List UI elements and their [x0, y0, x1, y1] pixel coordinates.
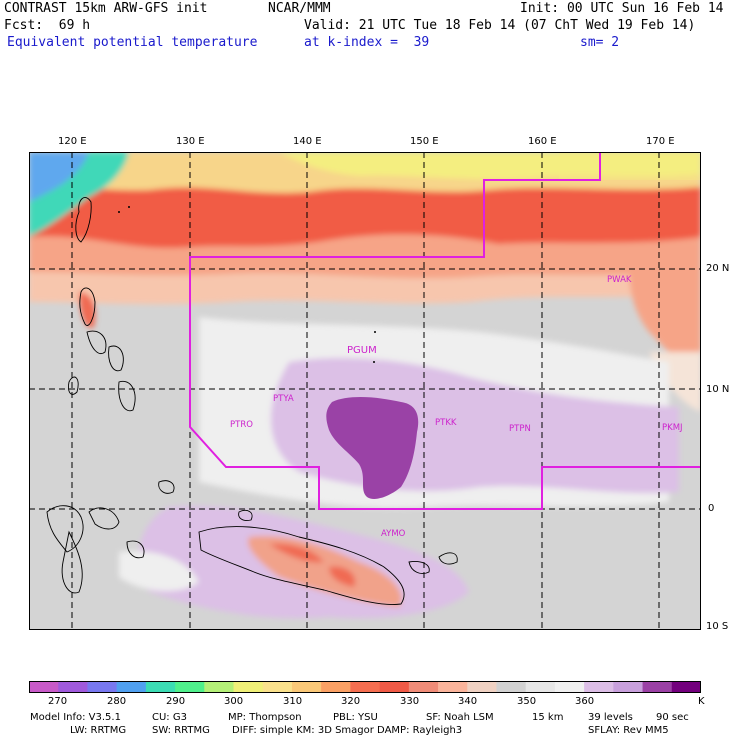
region-boundary: [189, 152, 701, 510]
colorbar-unit: K: [698, 696, 705, 707]
forecast-hour: Fcst: 69 h: [4, 18, 91, 33]
colorbar-tick-360: 360: [575, 696, 595, 707]
colorbar-cell: [613, 681, 644, 693]
footer-sflay: SFLAY: Rev MM5: [588, 725, 669, 736]
colorbar-cell: [58, 681, 88, 693]
colorbar-cell: [408, 681, 439, 693]
lon-label-170: 170 E: [646, 136, 675, 147]
coastlines: [46, 197, 458, 605]
colorbar-tick-270: 270: [48, 696, 68, 707]
map-frame: [29, 152, 701, 630]
colorbar-tick-280: 280: [107, 696, 127, 707]
level-index: at k-index = 39: [304, 35, 430, 50]
colorbar-cell: [496, 681, 527, 693]
footer-diff: DIFF: simple KM: 3D Smagor DAMP: Rayleig…: [232, 725, 463, 736]
colorbar-tick-330: 330: [400, 696, 420, 707]
colorbar-cell: [145, 681, 176, 693]
colorbar-cell: [350, 681, 381, 693]
station-ptro: PTRO: [230, 420, 253, 430]
colorbar-cell: [525, 681, 556, 693]
lat-label-10n: 10 N: [706, 384, 730, 395]
colorbar-cell: [379, 681, 410, 693]
footer-sf: SF: Noah LSM: [426, 712, 494, 723]
lat-label-20n: 20 N: [706, 263, 730, 274]
colorbar-tick-340: 340: [458, 696, 478, 707]
colorbar-cell: [116, 681, 147, 693]
footer-cu: CU: G3: [152, 712, 187, 723]
footer-model-info: Model Info: V3.5.1: [30, 712, 121, 723]
lon-label-130: 130 E: [176, 136, 205, 147]
colorbar-tick-350: 350: [517, 696, 537, 707]
station-ptpn: PTPN: [509, 424, 531, 434]
colorbar-cell: [291, 681, 322, 693]
footer-levels: 39 levels: [588, 712, 633, 723]
station-ptya: PTYA: [273, 394, 294, 404]
lon-label-140: 140 E: [293, 136, 322, 147]
shaded-field: [29, 152, 701, 630]
smoothing: sm= 2: [580, 35, 620, 50]
colorbar-cell: [467, 681, 497, 693]
model-title: CONTRAST 15km ARW-GFS init: [4, 1, 208, 16]
colorbar-cell: [642, 681, 673, 693]
lon-label-150: 150 E: [410, 136, 439, 147]
colorbar-cell: [175, 681, 205, 693]
footer-resolution: 15 km: [532, 712, 564, 723]
init-time: Init: 00 UTC Sun 16 Feb 14: [520, 1, 724, 16]
lat-label-10s: 10 S: [706, 621, 729, 632]
footer-pbl: PBL: YSU: [333, 712, 378, 723]
field-name: Equivalent potential temperature: [7, 35, 258, 50]
lon-label-160: 160 E: [528, 136, 557, 147]
colorbar-cell: [554, 681, 585, 693]
ept-maximum-region: [326, 397, 419, 499]
colorbar-cell: [29, 681, 59, 693]
equivalent-potential-temperature-map: PGUM PTYA PTRO PTKK PTPN PKMJ PWAK AYMO: [29, 152, 701, 630]
colorbar-cell: [438, 681, 468, 693]
colorbar: [29, 681, 701, 693]
footer-sw: SW: RRTMG: [152, 725, 210, 736]
colorbar-cell: [584, 681, 614, 693]
lon-label-120: 120 E: [58, 136, 87, 147]
colorbar-tick-300: 300: [224, 696, 244, 707]
station-aymo: AYMO: [381, 529, 406, 539]
footer-mp: MP: Thompson: [228, 712, 302, 723]
station-pgum: PGUM: [347, 345, 377, 356]
footer-timestep: 90 sec: [656, 712, 689, 723]
station-pkmj: PKMJ: [662, 423, 683, 433]
lat-label-0: 0: [708, 503, 715, 514]
colorbar-cell: [321, 681, 351, 693]
colorbar-cell: [204, 681, 235, 693]
colorbar-tick-320: 320: [341, 696, 361, 707]
colorbar-cell: [87, 681, 118, 693]
station-ptkk: PTKK: [435, 418, 457, 428]
colorbar-tick-310: 310: [283, 696, 303, 707]
footer-lw: LW: RRTMG: [70, 725, 127, 736]
colorbar-tick-290: 290: [166, 696, 186, 707]
colorbar-cell: [671, 681, 701, 693]
colorbar-cell: [233, 681, 264, 693]
station-pwak: PWAK: [607, 275, 632, 285]
valid-time: Valid: 21 UTC Tue 18 Feb 14 (07 ChT Wed …: [304, 18, 696, 33]
colorbar-cell: [262, 681, 293, 693]
organization: NCAR/MMM: [268, 1, 331, 16]
